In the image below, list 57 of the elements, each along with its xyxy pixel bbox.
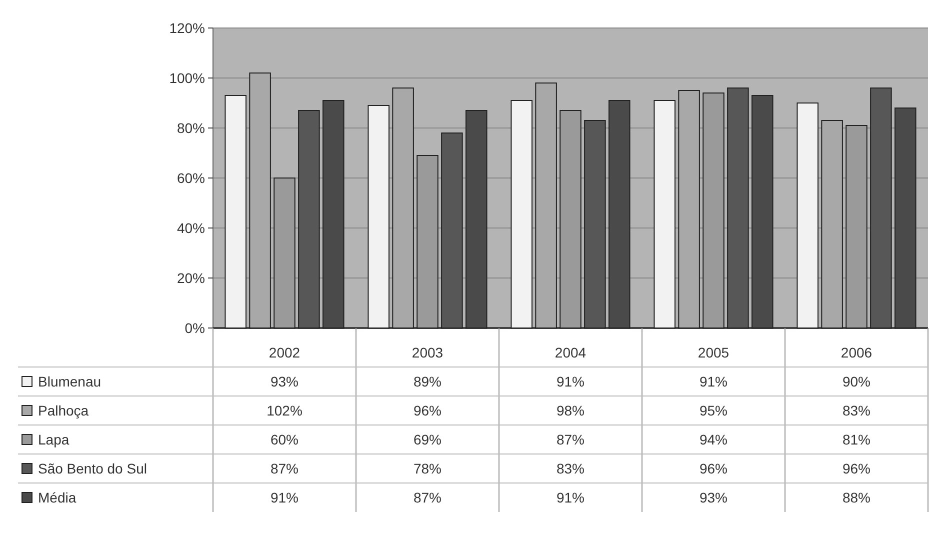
data-label: 96%	[842, 460, 871, 476]
bar	[846, 125, 868, 328]
bar	[727, 88, 749, 328]
data-label: 98%	[556, 402, 585, 418]
data-label: 91%	[556, 489, 585, 506]
legend-label: Blumenau	[38, 373, 102, 390]
y-tick-label: 0%	[184, 320, 205, 336]
legend-label: Palhoça	[38, 402, 89, 418]
data-label: 81%	[842, 431, 871, 448]
data-label: 78%	[413, 460, 442, 476]
y-tick-label: 20%	[176, 270, 205, 286]
data-label: 60%	[270, 431, 299, 448]
bar	[441, 132, 463, 328]
x-tick-label: 2003	[412, 344, 444, 360]
data-label: 94%	[699, 431, 728, 448]
bar	[368, 105, 390, 328]
data-label: 87%	[556, 431, 585, 448]
bar	[298, 110, 320, 328]
y-tick-label: 120%	[169, 20, 205, 36]
data-label: 89%	[413, 373, 442, 390]
legend-label: São Bento do Sul	[38, 460, 147, 476]
bar	[560, 110, 582, 328]
data-label: 91%	[270, 489, 299, 506]
bar	[510, 100, 532, 328]
data-label: 90%	[842, 373, 871, 390]
data-label: 69%	[413, 431, 442, 448]
data-label: 87%	[413, 489, 442, 506]
data-label: 102%	[266, 402, 302, 418]
data-label: 83%	[842, 402, 871, 418]
data-label: 88%	[842, 489, 871, 506]
y-tick-label: 100%	[169, 70, 205, 86]
data-label: 95%	[699, 402, 728, 418]
data-label: 87%	[270, 460, 299, 476]
bar	[654, 100, 676, 328]
x-tick-label: 2004	[554, 344, 586, 360]
x-tick-label: 2005	[698, 344, 730, 360]
bar	[224, 95, 246, 328]
bar	[584, 120, 606, 328]
bar	[796, 102, 818, 328]
x-tick-label: 2002	[268, 344, 300, 360]
bar	[702, 92, 724, 328]
legend-label: Média	[38, 489, 76, 506]
data-label: 93%	[270, 373, 299, 390]
data-label: 83%	[556, 460, 585, 476]
data-label: 93%	[699, 489, 728, 506]
x-tick-label: 2006	[840, 344, 872, 360]
data-label: 91%	[556, 373, 585, 390]
legend-label: Lapa	[38, 431, 70, 448]
bar	[416, 155, 438, 328]
data-label: 91%	[699, 373, 728, 390]
y-tick-label: 60%	[176, 170, 205, 186]
data-label: 96%	[699, 460, 728, 476]
bar	[870, 88, 892, 328]
y-tick-label: 80%	[176, 120, 205, 136]
y-tick-label: 40%	[176, 220, 205, 236]
bar	[274, 178, 296, 328]
data-label: 96%	[413, 402, 442, 418]
